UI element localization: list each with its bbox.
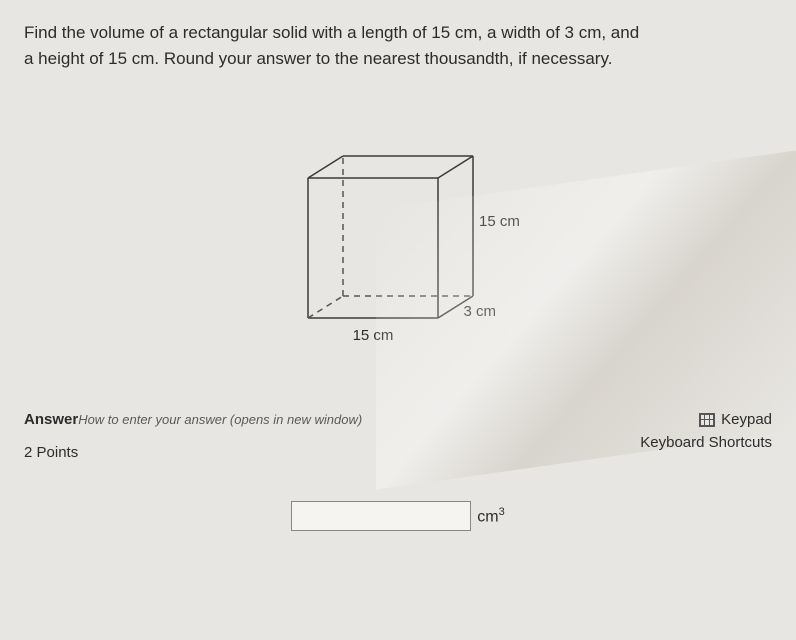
unit-base: cm — [477, 508, 498, 525]
svg-text:15 cm: 15 cm — [353, 327, 394, 344]
question-text: Find the volume of a rectangular solid w… — [24, 20, 772, 71]
svg-text:3 cm: 3 cm — [464, 303, 497, 320]
points-label: 2 Points — [24, 444, 362, 461]
input-row: cm3 — [24, 501, 772, 531]
svg-text:15 cm: 15 cm — [479, 213, 520, 230]
answer-hint[interactable]: How to enter your answer (opens in new w… — [78, 412, 362, 427]
answer-input[interactable] — [291, 501, 471, 531]
keypad-label: Keypad — [721, 411, 772, 428]
keypad-button[interactable]: Keypad — [640, 411, 772, 428]
keypad-icon — [699, 413, 715, 427]
answer-label-bold: Answer — [24, 411, 78, 428]
diagram-area: 15 cm 3 cm 15 cm — [24, 111, 772, 371]
unit-label: cm3 — [477, 506, 504, 526]
answer-section: AnswerHow to enter your answer (opens in… — [24, 411, 772, 531]
question-line-2: a height of 15 cm. Round your answer to … — [24, 49, 612, 68]
rectangular-solid-diagram: 15 cm 3 cm 15 cm — [268, 126, 528, 356]
keyboard-shortcuts-link[interactable]: Keyboard Shortcuts — [640, 434, 772, 451]
answer-label: AnswerHow to enter your answer (opens in… — [24, 411, 362, 428]
unit-exponent: 3 — [499, 506, 505, 518]
question-line-1: Find the volume of a rectangular solid w… — [24, 23, 639, 42]
